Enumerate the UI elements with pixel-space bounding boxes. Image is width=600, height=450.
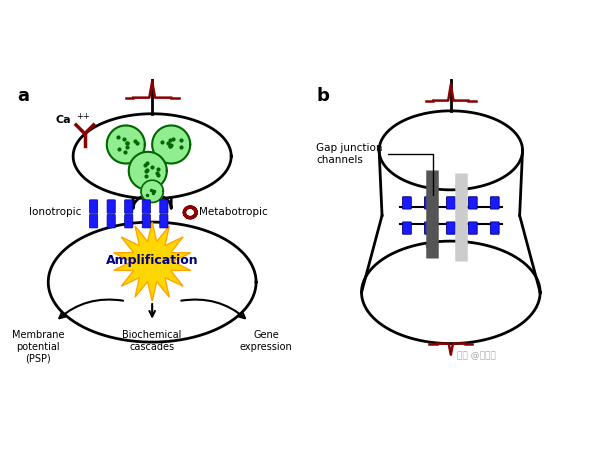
FancyBboxPatch shape <box>125 215 133 228</box>
Text: Metabotropic: Metabotropic <box>199 207 268 217</box>
FancyBboxPatch shape <box>424 222 433 234</box>
Text: Gap junction
channels: Gap junction channels <box>316 143 433 195</box>
Text: a: a <box>17 87 29 105</box>
FancyBboxPatch shape <box>107 200 115 213</box>
Polygon shape <box>133 194 171 208</box>
Polygon shape <box>48 222 256 342</box>
FancyBboxPatch shape <box>160 200 168 213</box>
Text: Ca: Ca <box>56 115 71 125</box>
FancyBboxPatch shape <box>403 197 412 209</box>
FancyBboxPatch shape <box>446 197 455 209</box>
Text: ++: ++ <box>76 112 90 121</box>
FancyBboxPatch shape <box>469 197 477 209</box>
Polygon shape <box>362 241 540 343</box>
Text: Gene
expression: Gene expression <box>240 330 293 352</box>
Text: 知乎 @小虎纸: 知乎 @小虎纸 <box>457 351 496 360</box>
FancyBboxPatch shape <box>125 200 133 213</box>
FancyBboxPatch shape <box>160 215 168 228</box>
Polygon shape <box>129 152 167 190</box>
FancyBboxPatch shape <box>107 215 115 228</box>
Polygon shape <box>379 111 523 190</box>
Text: Ionotropic: Ionotropic <box>29 207 82 217</box>
FancyBboxPatch shape <box>490 222 499 234</box>
Text: b: b <box>316 87 329 105</box>
Polygon shape <box>107 126 145 163</box>
FancyBboxPatch shape <box>142 200 151 213</box>
FancyBboxPatch shape <box>89 200 98 213</box>
Polygon shape <box>73 114 231 198</box>
FancyBboxPatch shape <box>446 222 455 234</box>
Polygon shape <box>152 126 190 163</box>
FancyBboxPatch shape <box>142 215 151 228</box>
FancyBboxPatch shape <box>89 215 98 228</box>
FancyBboxPatch shape <box>403 222 412 234</box>
FancyBboxPatch shape <box>469 222 477 234</box>
Polygon shape <box>141 180 163 202</box>
Text: Membrane
potential
(PSP): Membrane potential (PSP) <box>12 330 64 364</box>
Polygon shape <box>113 222 191 301</box>
FancyBboxPatch shape <box>490 197 499 209</box>
Text: Amplification: Amplification <box>106 254 199 267</box>
Text: Biochemical
cascades: Biochemical cascades <box>122 330 182 352</box>
FancyBboxPatch shape <box>424 197 433 209</box>
